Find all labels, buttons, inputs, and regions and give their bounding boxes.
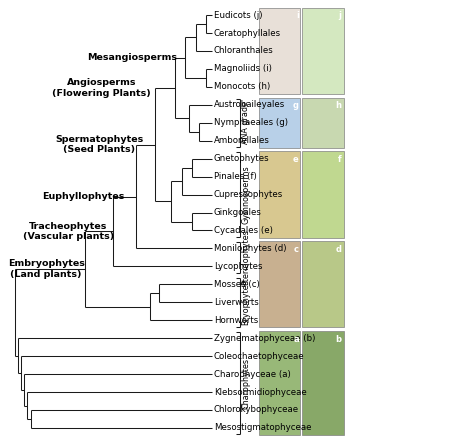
Text: Hornworts: Hornworts — [214, 316, 258, 325]
Text: c: c — [294, 245, 299, 254]
Text: Amborellales: Amborellales — [214, 136, 270, 145]
Text: Chlorokybophyceae: Chlorokybophyceae — [214, 405, 299, 415]
Text: a: a — [293, 334, 299, 344]
Text: Tracheophytes
(Vascular plants): Tracheophytes (Vascular plants) — [23, 222, 114, 241]
Text: Eudicots (j): Eudicots (j) — [214, 11, 262, 19]
Bar — [259, 331, 301, 435]
Text: j: j — [339, 12, 342, 20]
Bar — [302, 152, 344, 237]
Text: d: d — [336, 245, 342, 254]
Text: Cycadales (e): Cycadales (e) — [214, 226, 273, 235]
Text: Klebsormidiophyceae: Klebsormidiophyceae — [214, 388, 307, 396]
Text: Nymphaeales (g): Nymphaeales (g) — [214, 118, 288, 127]
Text: Gnetophytes: Gnetophytes — [214, 154, 269, 163]
Text: Magnoliids (i): Magnoliids (i) — [214, 64, 272, 74]
Text: b: b — [336, 334, 342, 344]
Text: Bryophytes: Bryophytes — [241, 280, 250, 325]
Text: Embryophytes
(Land plants): Embryophytes (Land plants) — [8, 260, 85, 279]
Bar — [259, 241, 301, 327]
Bar — [259, 97, 301, 148]
Text: Monocots (h): Monocots (h) — [214, 82, 270, 91]
Text: Mosses (c): Mosses (c) — [214, 280, 260, 289]
Bar — [302, 241, 344, 327]
Text: Monilophytes (d): Monilophytes (d) — [214, 244, 286, 253]
Text: e: e — [293, 155, 299, 164]
Bar — [259, 152, 301, 237]
Text: Zygnematophyceae (b): Zygnematophyceae (b) — [214, 334, 315, 343]
Bar — [302, 8, 344, 94]
Text: Spermatophytes
(Seed Plants): Spermatophytes (Seed Plants) — [55, 135, 144, 154]
Text: Angiosperms
(Flowering Plants): Angiosperms (Flowering Plants) — [52, 78, 151, 98]
Text: Euphyllophytes: Euphyllophytes — [42, 192, 124, 201]
Bar — [302, 97, 344, 148]
Text: Chloranthales: Chloranthales — [214, 47, 273, 55]
Text: Austrobaileyales: Austrobaileyales — [214, 100, 285, 109]
Text: Pinales (f): Pinales (f) — [214, 172, 256, 181]
Text: Mesostigmatophyceae: Mesostigmatophyceae — [214, 424, 311, 432]
Text: f: f — [338, 155, 342, 164]
Text: Mesangiosperms: Mesangiosperms — [88, 53, 178, 62]
Bar — [302, 331, 344, 435]
Text: Coleochaetophyceae: Coleochaetophyceae — [214, 352, 304, 361]
Text: ANA grade: ANA grade — [241, 101, 250, 144]
Bar — [259, 8, 301, 94]
Text: Gymnosperms: Gymnosperms — [241, 165, 250, 224]
Text: Charophyceae (a): Charophyceae (a) — [214, 369, 291, 379]
Text: Liverworts: Liverworts — [214, 298, 258, 307]
Text: Ceratophyllales: Ceratophyllales — [214, 28, 281, 38]
Text: Lycophytes: Lycophytes — [214, 262, 262, 271]
Text: h: h — [336, 101, 342, 110]
Text: Ginkgoales: Ginkgoales — [214, 208, 262, 217]
Text: i: i — [296, 12, 299, 20]
Text: Pteridophytes: Pteridophytes — [241, 229, 250, 285]
Text: g: g — [293, 101, 299, 110]
Text: Charophytes: Charophytes — [241, 358, 250, 408]
Text: Cupressophytes: Cupressophytes — [214, 190, 283, 199]
